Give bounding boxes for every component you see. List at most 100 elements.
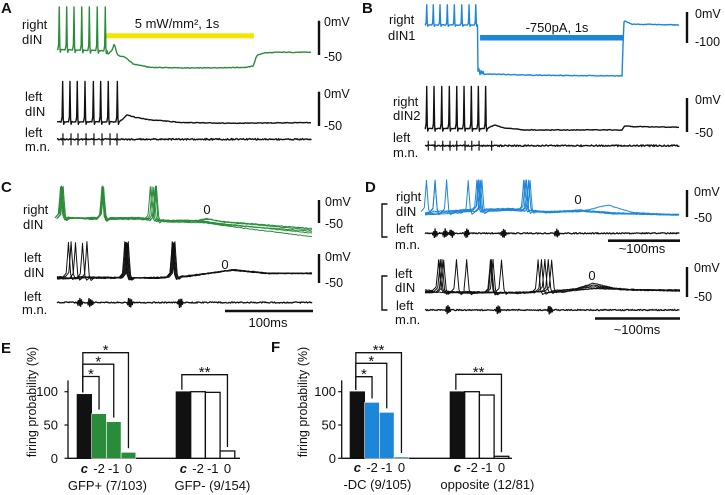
panel-letter: D (365, 179, 376, 196)
trace-left-dIN-sweep (424, 259, 681, 295)
x-tick-label: -2 (466, 460, 478, 475)
mn-spike-event (431, 228, 439, 238)
trace-right-dIN1-sweep (424, 4, 680, 77)
trace-right-dIN-sweep (56, 6, 312, 70)
stimulus-bar (480, 35, 624, 41)
bar-cycle-2 (190, 391, 207, 459)
mn-spike-event (441, 228, 449, 238)
trace-label: left (396, 298, 414, 313)
trace-left-dIN-sweep (56, 241, 313, 281)
bar-cycle0 (120, 452, 137, 459)
y-tick-label: 50 (44, 418, 58, 433)
panel-c-traces (54, 185, 313, 309)
significance-bracket (181, 374, 229, 447)
group-label: GFP+ (7/103) (68, 478, 147, 493)
trace-right-dIN-sweep (425, 179, 680, 216)
significance-bracket (82, 352, 130, 449)
trace-label: right (396, 189, 422, 204)
bar-control (349, 391, 365, 459)
cycle-annotation: 0 (588, 268, 595, 283)
trace-label: left (393, 130, 411, 145)
scale-bottom-label: -100 (695, 35, 720, 49)
panel-letter: B (362, 0, 373, 17)
trace-left-dIN-sweep (56, 242, 313, 281)
panel-d: D right dIN left m.n. left dIN left m.n.… (365, 179, 720, 337)
mn-spike-event (86, 297, 95, 308)
cycle-annotation: 0 (203, 202, 210, 217)
trace-left-dIN-sweep (56, 80, 312, 126)
group-label: -DC (9/105) (343, 477, 411, 492)
cycle-annotation: 0 (221, 257, 228, 272)
x-tick-label: -2 (93, 461, 105, 476)
mn-spike-event (176, 298, 184, 309)
time-scale-label: ~100ms (619, 241, 666, 256)
trace-label: left (24, 289, 42, 304)
bar-cycle-2 (91, 413, 107, 459)
trace-label: m.n. (395, 237, 420, 252)
grouping-bracket (381, 203, 388, 238)
scale-bottom-label: -50 (324, 119, 342, 133)
scale-bottom-label: -50 (325, 217, 343, 231)
significance-bracket (355, 352, 403, 453)
trace-left-dIN-sweep (424, 259, 681, 296)
trace-label: dIN (24, 265, 44, 280)
x-tick-label: 0 (398, 460, 405, 475)
trace-label: m.n. (395, 312, 420, 327)
time-scale-label: ~100ms (614, 322, 661, 337)
bar-control (175, 391, 191, 459)
trace-label: m.n. (25, 139, 50, 154)
x-tick-label: c (454, 460, 462, 475)
grouping-bracket (381, 275, 388, 311)
significance-label: * (88, 366, 94, 383)
y-tick-label: 100 (36, 384, 58, 399)
trace-label: right (23, 202, 49, 217)
scale-top-label: 0mV (694, 185, 720, 199)
mn-spike-event (444, 305, 452, 315)
x-tick-label: c (81, 461, 89, 476)
significance-label: ** (473, 364, 485, 381)
stimulus-label: 5 mW/mm², 1s (135, 16, 220, 31)
trace-label: right (393, 94, 419, 109)
x-tick-label: -1 (207, 461, 219, 476)
scale-top-label: 0mV (325, 195, 351, 209)
bar-control (76, 394, 92, 459)
group-label: opposite (12/81) (440, 477, 534, 492)
x-tick-label: 0 (498, 460, 505, 475)
mn-spike-event (494, 305, 502, 315)
trace-label: left (396, 221, 414, 236)
trace-label: dIN (23, 217, 43, 232)
x-tick-label: -2 (366, 460, 378, 475)
x-tick-label: c (354, 460, 362, 475)
scale-top-label: 0mV (324, 87, 350, 101)
stimulus-bar (104, 33, 254, 39)
panel-c: C right dIN left dIN left m.n. 0 0 0mV -… (1, 179, 351, 330)
panel-letter: A (1, 0, 12, 17)
trace-left-mn (56, 300, 313, 305)
bar-cycle-1 (379, 412, 395, 459)
bar-cycle-2 (464, 391, 481, 459)
trace-label: dIN (395, 280, 415, 295)
mn-spike-event (76, 297, 84, 307)
mn-spike-event (126, 297, 134, 308)
trace-left-mn (56, 137, 312, 142)
panel-letter: E (1, 340, 11, 357)
panel-d-traces (420, 179, 681, 315)
trace-label: left (395, 266, 413, 281)
scale-top-label: 0mV (695, 7, 721, 21)
bar-cycle0 (219, 450, 236, 459)
scale-top-label: 0mV (694, 261, 720, 275)
trace-label: left (25, 89, 43, 104)
scale-top-label: 0mV (695, 93, 721, 107)
bar-cycle-1 (106, 421, 122, 459)
mn-spike-event (546, 305, 554, 315)
bar-cycle-2 (364, 402, 380, 459)
scale-bottom-label: -50 (325, 276, 343, 290)
y-tick-label: 0 (329, 451, 336, 466)
panel-b-traces (424, 4, 680, 151)
cycle-annotation: 0 (574, 192, 581, 207)
trace-label: dIN (396, 204, 416, 219)
trace-right-dIN-sweep (56, 185, 313, 232)
stimulus-label: -750pA, 1s (526, 20, 589, 35)
